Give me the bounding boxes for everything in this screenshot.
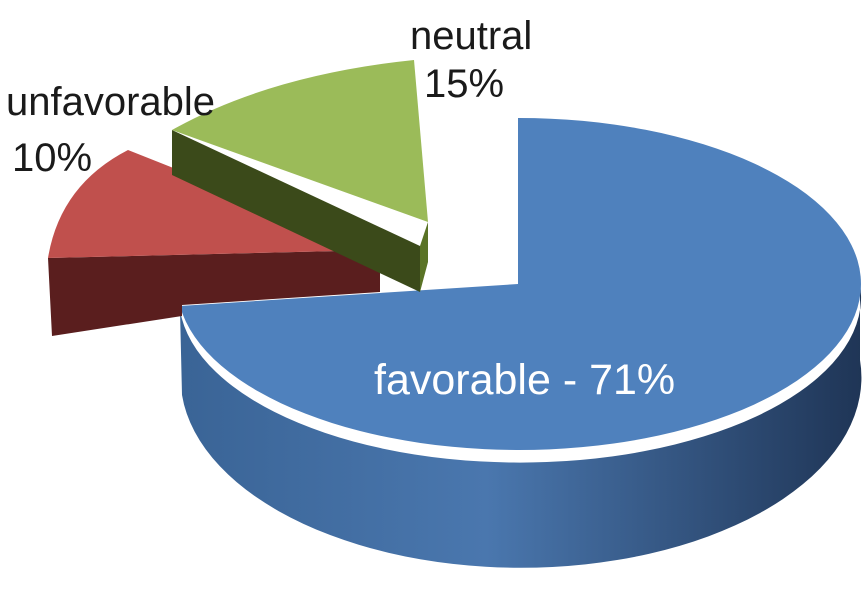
label-unfavorable-name: unfavorable bbox=[6, 80, 216, 124]
slice-neutral-side-right bbox=[420, 222, 428, 292]
slice-favorable-top bbox=[180, 117, 861, 450]
slice-neutral bbox=[172, 60, 428, 292]
label-favorable: favorable - 71% bbox=[374, 356, 676, 404]
slice-favorable bbox=[180, 117, 862, 568]
slice-neutral-side bbox=[172, 130, 420, 292]
label-neutral-value: 15% bbox=[424, 62, 505, 106]
label-neutral-name: neutral bbox=[410, 14, 533, 58]
slice-neutral-top bbox=[172, 60, 428, 222]
slice-favorable-side bbox=[180, 284, 862, 568]
label-unfavorable-value: 10% bbox=[12, 136, 93, 180]
slice-unfavorable-side bbox=[48, 250, 380, 336]
